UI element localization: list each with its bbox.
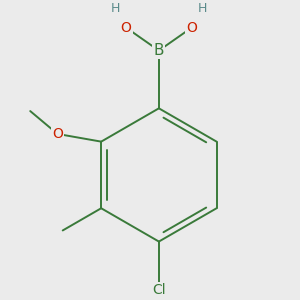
Text: B: B — [154, 43, 164, 58]
Text: H: H — [198, 2, 207, 15]
Text: O: O — [186, 21, 197, 35]
Text: H: H — [110, 2, 120, 15]
Text: O: O — [121, 21, 132, 35]
Text: Cl: Cl — [152, 284, 166, 297]
Text: O: O — [52, 127, 63, 141]
